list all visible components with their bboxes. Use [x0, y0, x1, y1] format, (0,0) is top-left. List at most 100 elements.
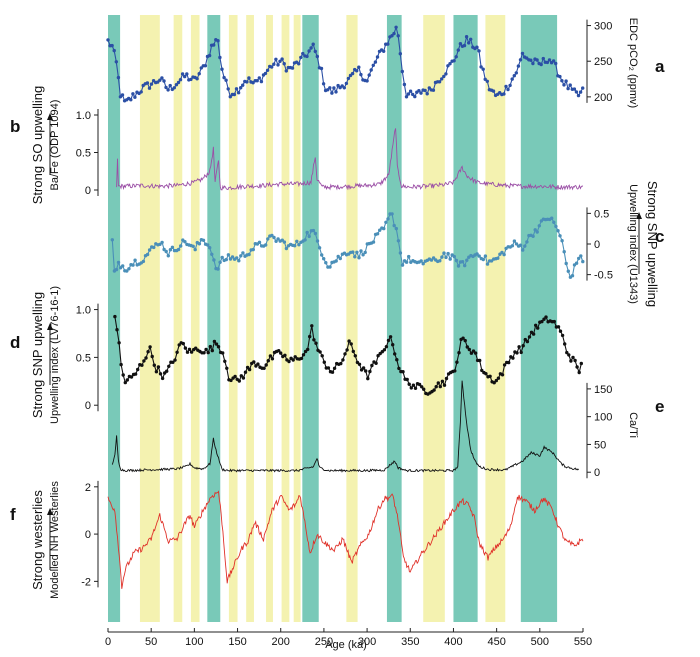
- data-point-d: [247, 367, 252, 372]
- data-point-d: [384, 345, 389, 349]
- data-point-a: [203, 63, 208, 68]
- data-point-d: [467, 347, 471, 352]
- data-point-c: [384, 220, 388, 224]
- data-point-c: [448, 257, 452, 261]
- data-point-d: [185, 350, 190, 354]
- data-point-c: [170, 245, 175, 249]
- glacial-band-yellow-2: [190, 15, 200, 622]
- data-point-a: [172, 86, 176, 90]
- x-tick-label: 350: [401, 636, 419, 648]
- data-point-d: [567, 353, 571, 357]
- data-point-a: [562, 83, 566, 87]
- data-point-d: [310, 324, 314, 328]
- data-point-d: [256, 362, 260, 366]
- direction-arrow-head: [47, 113, 53, 120]
- direction-arrow-head: [47, 323, 53, 330]
- data-point-d: [241, 376, 246, 380]
- data-point-a: [539, 62, 543, 67]
- data-point-d: [480, 368, 484, 373]
- data-point-d: [212, 339, 217, 344]
- data-point-d: [115, 328, 119, 332]
- data-point-c: [554, 224, 558, 229]
- data-point-c: [560, 239, 564, 243]
- data-point-a: [222, 75, 226, 80]
- data-point-c: [512, 239, 517, 243]
- data-point-a: [392, 31, 396, 36]
- y-tick-label: 0: [594, 239, 600, 251]
- data-point-c: [535, 230, 539, 234]
- data-point-a: [491, 89, 496, 93]
- data-point-a: [400, 69, 404, 74]
- data-point-d: [575, 365, 579, 369]
- data-point-a: [558, 74, 562, 79]
- data-point-a: [342, 86, 346, 90]
- data-point-a: [299, 55, 303, 60]
- y-axis-label-c-1: Strong SNP upwelling: [645, 181, 660, 307]
- data-point-d: [339, 361, 343, 366]
- data-point-d: [268, 354, 273, 358]
- direction-arrow-head: [636, 212, 642, 219]
- data-point-d: [488, 374, 492, 378]
- data-point-d: [343, 352, 347, 356]
- data-point-c: [224, 257, 228, 262]
- data-point-a: [535, 58, 539, 62]
- data-point-d: [440, 379, 445, 383]
- data-point-a: [255, 79, 259, 83]
- data-point-c: [581, 259, 585, 264]
- data-point-a: [413, 94, 417, 99]
- data-point-a: [232, 92, 237, 97]
- data-point-c: [577, 256, 581, 261]
- data-point-c: [110, 238, 115, 242]
- data-point-a: [270, 65, 274, 69]
- data-point-a: [239, 86, 243, 90]
- data-point-d: [500, 373, 505, 377]
- data-point-a: [133, 95, 137, 99]
- x-tick-label: 400: [444, 636, 462, 648]
- data-point-d: [478, 358, 482, 363]
- data-point-d: [436, 381, 440, 385]
- data-point-d: [154, 370, 159, 374]
- data-point-d: [494, 378, 498, 383]
- data-point-a: [554, 61, 558, 66]
- data-point-a: [207, 53, 212, 58]
- data-point-a: [512, 74, 516, 78]
- data-point-a: [406, 92, 411, 96]
- data-point-c: [322, 257, 326, 261]
- data-point-c: [351, 250, 355, 254]
- y-axis-panel-c: 0.5 0 -0.5 Upwelling index (U1343) Strong SN…: [586, 181, 664, 307]
- data-point-c: [558, 234, 562, 238]
- data-point-d: [239, 374, 243, 378]
- data-point-c: [295, 239, 299, 243]
- data-point-d: [133, 372, 138, 376]
- data-point-d: [345, 348, 349, 352]
- data-point-c: [201, 238, 206, 242]
- data-point-d: [455, 360, 459, 364]
- data-point-c: [274, 239, 278, 243]
- data-point-a: [504, 84, 508, 89]
- data-point-d: [525, 339, 530, 344]
- data-point-c: [166, 254, 170, 258]
- data-point-d: [401, 370, 405, 374]
- data-point-d: [160, 376, 165, 381]
- data-point-d: [531, 332, 536, 336]
- y-tick-label: 0.5: [76, 352, 91, 364]
- data-point-d: [204, 347, 208, 352]
- data-point-a: [106, 38, 110, 42]
- data-point-a: [147, 86, 152, 90]
- data-point-d: [225, 366, 229, 370]
- data-point-c: [456, 264, 461, 268]
- data-point-d: [461, 336, 465, 340]
- data-point-a: [357, 65, 361, 69]
- data-point-a: [234, 87, 239, 91]
- data-point-c: [307, 234, 311, 239]
- data-point-c: [272, 235, 276, 240]
- data-point-d: [465, 345, 469, 349]
- data-point-d: [444, 376, 449, 381]
- data-point-d: [233, 374, 237, 379]
- x-tick-label: 550: [574, 636, 592, 648]
- data-point-c: [145, 252, 150, 257]
- data-point-a: [160, 76, 164, 80]
- data-point-c: [404, 260, 409, 264]
- data-point-c: [550, 216, 554, 220]
- data-point-a: [346, 76, 351, 81]
